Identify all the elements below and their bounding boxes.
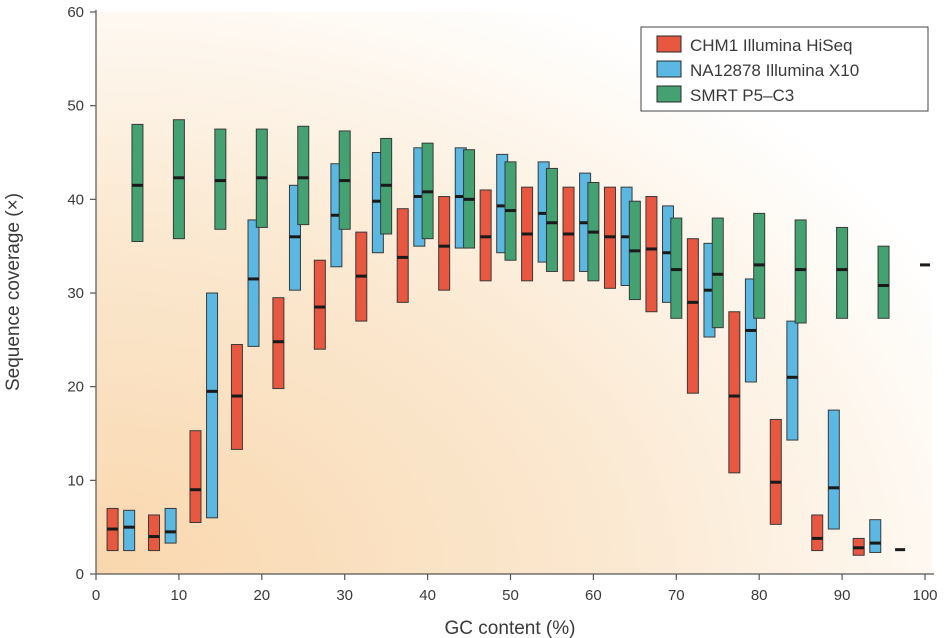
box-smrt [836,226,849,319]
y-tick-label: 60 [67,4,84,21]
legend: CHM1 Illumina HiSeq NA12878 Illumina X10… [640,26,929,112]
box-chm1 [396,208,409,303]
legend-label-smrt: SMRT P5–C3 [690,86,794,105]
x-axis-label: GC content (%) [445,618,576,638]
box-chm1 [769,418,782,525]
box-chm1 [313,259,326,350]
series-chm1 [106,186,865,556]
box-na12878 [827,409,840,530]
y-tick-label: 30 [67,285,84,302]
box-na12878 [206,292,219,519]
series-smrt [131,119,890,329]
x-tick-label: 50 [502,587,519,604]
box-chm1 [686,238,699,394]
x-tick-label: 80 [751,587,768,604]
legend-label-chm1: CHM1 Illumina HiSeq [690,36,853,55]
y-ticks: 0 10 20 30 40 50 60 [67,4,96,583]
legend-swatch-smrt [656,85,682,103]
box-na12878 [786,320,799,441]
unboxed-medians-layer [895,263,930,552]
y-tick-label: 0 [76,566,84,583]
legend-label-na12878: NA12878 Illumina X10 [690,61,859,80]
box-smrt [794,219,807,324]
box-na12878 [123,509,136,552]
box-smrt [545,167,558,272]
box-chm1 [645,196,658,313]
legend-swatch-chm1 [656,35,682,53]
y-axis-label: Sequence coverage (×) [3,193,24,391]
x-tick-label: 100 [912,587,937,604]
box-chm1 [148,514,161,552]
x-tick-label: 90 [834,587,851,604]
x-tick-label: 70 [668,587,685,604]
box-chm1 [728,311,741,474]
box-smrt [877,245,890,319]
box-chm1 [189,430,202,523]
box-chm1 [438,196,451,291]
box-smrt [297,125,310,226]
box-na12878 [869,519,882,553]
legend-swatch-na12878 [656,60,682,78]
x-tick-label: 30 [336,587,353,604]
y-tick-label: 50 [67,98,84,115]
x-tick-label: 0 [92,587,100,604]
y-tick-label: 40 [67,191,84,208]
box-na12878 [247,219,260,347]
x-tick-label: 60 [585,587,602,604]
x-ticks: 0 10 20 30 40 50 60 70 80 90 100 [92,574,938,604]
box-na12878 [164,507,177,544]
x-tick-label: 10 [171,587,188,604]
x-tick-label: 40 [419,587,436,604]
box-series-layer [106,119,890,556]
box-smrt [131,123,144,242]
y-tick-label: 10 [67,472,84,489]
legend-box [640,26,929,112]
y-tick-label: 20 [67,379,84,396]
series-na12878 [123,147,882,553]
x-tick-label: 20 [253,587,270,604]
box-chm1 [811,514,824,552]
